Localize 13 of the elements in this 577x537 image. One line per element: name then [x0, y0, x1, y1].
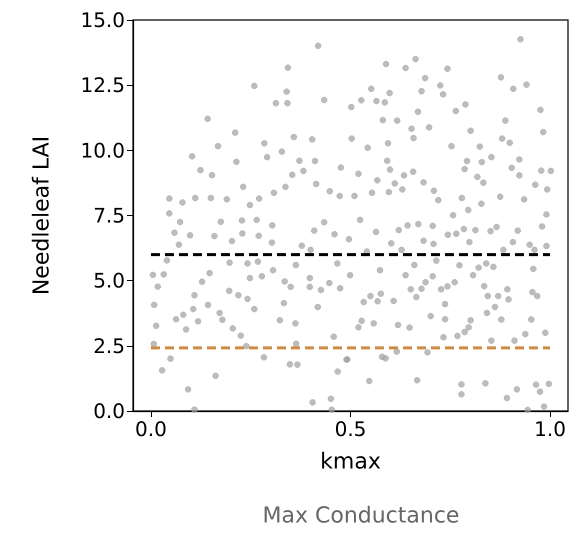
y-tick-label: 12.5	[80, 73, 125, 98]
x-tick-label: 0.0	[135, 417, 167, 441]
x-tick-label: 0.5	[334, 417, 366, 441]
y-tick-label: 10.0	[80, 138, 125, 162]
y-tick-label: 7.5	[93, 204, 125, 228]
y-tick-label: 15.0	[80, 8, 125, 32]
y-axis-title: Needleleaf LAI	[30, 136, 54, 296]
y-tick-label: 2.5	[93, 334, 125, 358]
y-tick-label: 5.0	[93, 268, 125, 293]
text: Max Conductance	[262, 504, 460, 528]
x-axis-title: kmax	[320, 450, 381, 474]
y-tick-label: 0.0	[93, 399, 125, 423]
x-tick-label: 1.0	[534, 417, 566, 441]
